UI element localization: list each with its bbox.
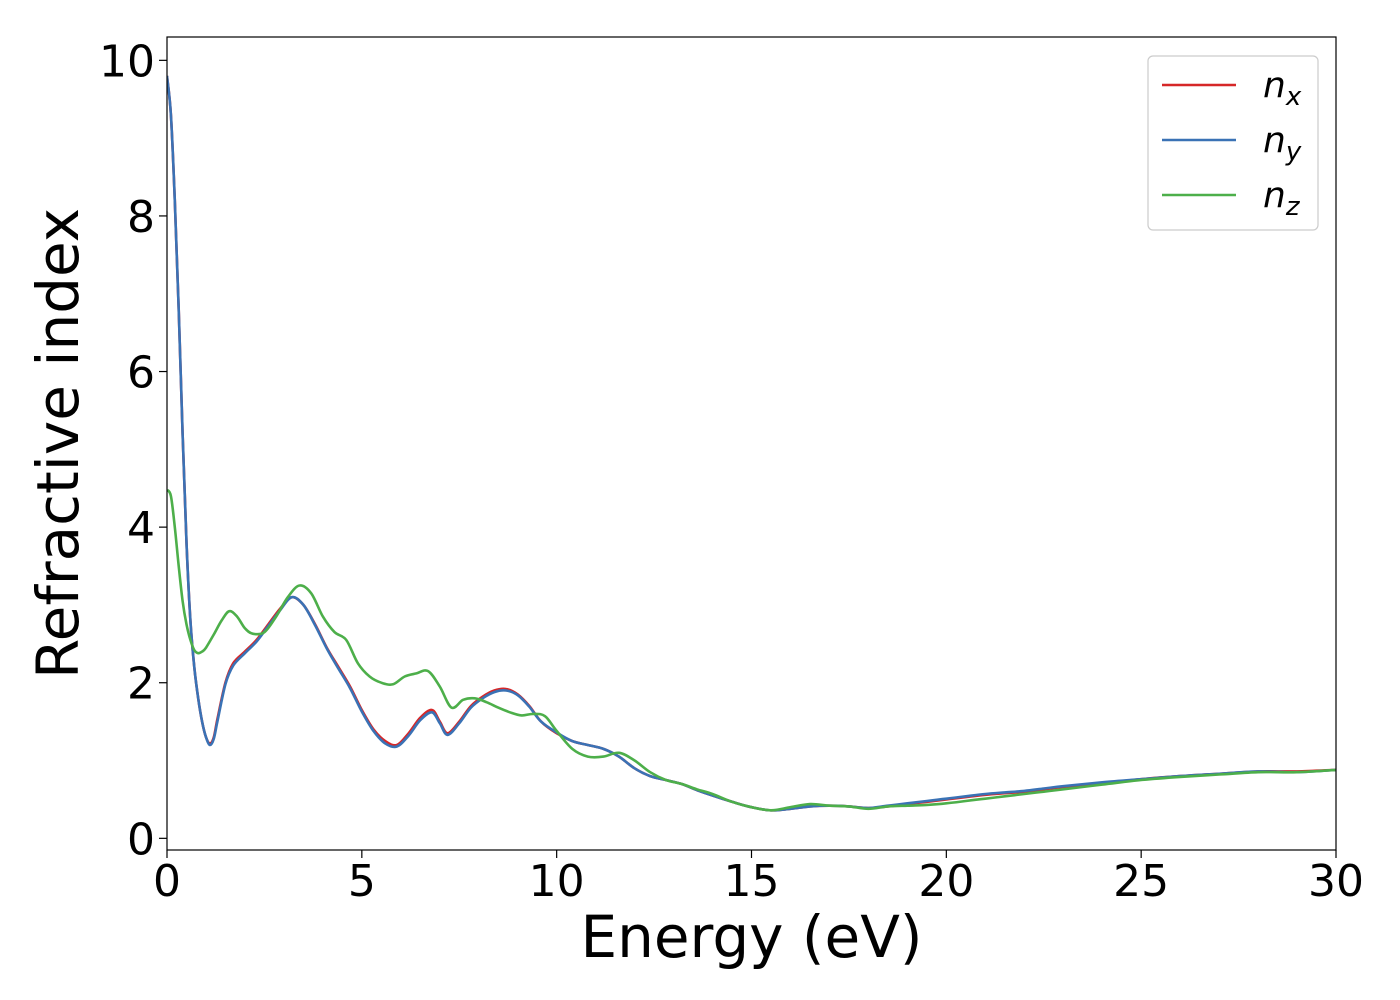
- legend-label-main: n: [1263, 175, 1286, 216]
- legend-label-subscript: x: [1285, 82, 1302, 112]
- y-tick-label: 2: [127, 659, 155, 710]
- legend-label-subscript: z: [1285, 192, 1301, 222]
- series-layer: [167, 75, 1336, 812]
- legend-label-main: n: [1263, 65, 1286, 106]
- legend-label-main: n: [1263, 120, 1286, 161]
- x-tick-label: 15: [724, 856, 780, 907]
- series-line-n-z: [167, 488, 1336, 812]
- series-line-n-y: [167, 75, 1336, 812]
- y-axis-title: Refractive index: [24, 208, 92, 679]
- legend-label-subscript: y: [1285, 137, 1302, 167]
- legend-box: [1147, 55, 1319, 231]
- x-tick-label: 30: [1308, 856, 1364, 907]
- y-tick-label: 0: [127, 814, 155, 865]
- x-tick-label: 25: [1113, 856, 1169, 907]
- x-tick-label: 10: [529, 856, 585, 907]
- x-axis-title: Energy (eV): [580, 903, 922, 971]
- y-tick-label: 8: [127, 192, 155, 243]
- x-tick-label: 20: [918, 856, 974, 907]
- y-tick-label: 6: [127, 348, 155, 399]
- legend-label-n-z: nz: [1263, 175, 1301, 222]
- x-axis-ticks: 0 5 10 15 20 25 30: [153, 850, 1364, 907]
- y-axis-ticks: 0 2 4 6 8 10: [99, 36, 167, 865]
- y-tick-label: 4: [127, 503, 155, 554]
- legend-label-n-y: ny: [1263, 120, 1302, 167]
- x-tick-label: 0: [153, 856, 181, 907]
- y-tick-label: 10: [99, 36, 155, 87]
- legend-label-n-x: nx: [1263, 65, 1302, 112]
- x-tick-label: 5: [348, 856, 376, 907]
